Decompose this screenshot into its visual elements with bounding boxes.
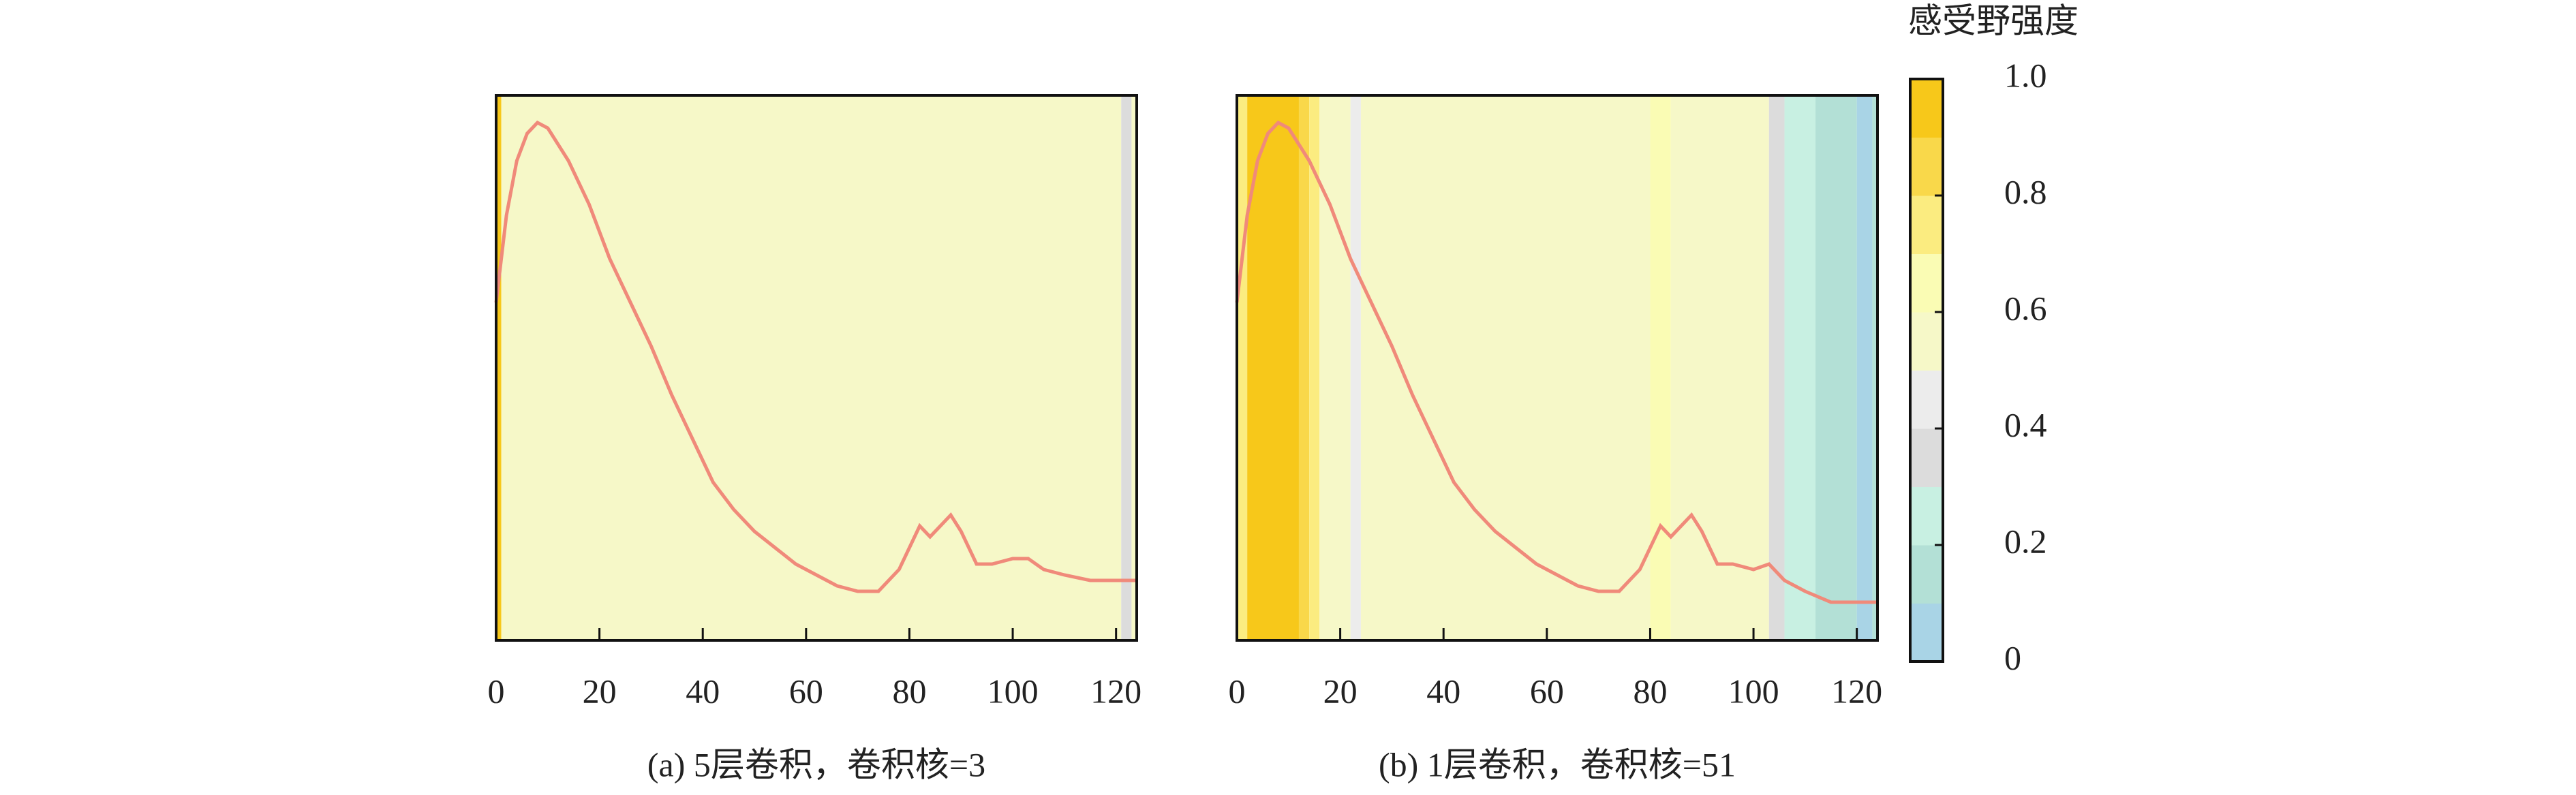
x-tick-label: 120 — [1831, 672, 1882, 710]
band — [1360, 95, 1651, 640]
colorbar-tick-label: 1.0 — [2004, 56, 2047, 94]
plot-frame — [1236, 94, 1879, 642]
caption: (b) 1层卷积，卷积核=51 — [1379, 745, 1736, 783]
colorbar-segment — [1910, 79, 1943, 138]
colorbar-frame — [1909, 78, 1944, 663]
band — [1247, 95, 1299, 640]
x-tick-label: 120 — [1090, 672, 1141, 710]
colorbar-tick-label: 0.2 — [2004, 522, 2047, 560]
x-tick-label: 0 — [1229, 672, 1246, 710]
x-tick-label: 100 — [987, 672, 1039, 710]
band — [501, 95, 1122, 640]
colorbar-tick-label: 0.4 — [2004, 405, 2047, 443]
x-tick-label: 80 — [1633, 672, 1667, 710]
caption: (a) 5层卷积，卷积核=3 — [647, 745, 985, 783]
band — [1237, 95, 1248, 640]
colorbar-tick-label: 0 — [2004, 638, 2021, 676]
band — [1768, 95, 1785, 640]
band — [1309, 95, 1320, 640]
x-tick-label: 80 — [892, 672, 926, 710]
colorbar-segment — [1910, 486, 1943, 546]
x-tick-label: 0 — [488, 672, 505, 710]
band — [1872, 95, 1877, 640]
x-tick-label: 40 — [1426, 672, 1460, 710]
colorbar-segment — [1910, 137, 1943, 196]
band — [1815, 95, 1857, 640]
x-tick-label: 20 — [583, 672, 617, 710]
band — [1319, 95, 1351, 640]
band — [1298, 95, 1310, 640]
band — [496, 95, 502, 640]
colorbar-segment — [1910, 370, 1943, 429]
x-tick-label: 100 — [1728, 672, 1779, 710]
colorbar-segment — [1910, 545, 1943, 604]
line — [494, 120, 1137, 593]
line — [1235, 120, 1877, 604]
plot-frame — [495, 94, 1138, 642]
x-tick-label: 40 — [686, 672, 720, 710]
band — [1350, 95, 1361, 640]
x-tick-label: 20 — [1323, 672, 1358, 710]
colorbar-segment — [1910, 312, 1943, 371]
band — [1856, 95, 1873, 640]
colorbar-tick-label: 0.6 — [2004, 289, 2047, 327]
colorbar-segment — [1910, 603, 1943, 662]
band — [1670, 95, 1769, 640]
band — [1121, 95, 1132, 640]
colorbar-segment — [1910, 428, 1943, 487]
x-tick-label: 60 — [1530, 672, 1564, 710]
x-tick-label: 60 — [789, 672, 823, 710]
colorbar-title: 感受野强度 — [1908, 1, 2079, 40]
band — [1784, 95, 1816, 640]
colorbar-segment — [1910, 253, 1943, 313]
band — [1650, 95, 1671, 640]
band — [1131, 95, 1137, 640]
colorbar-tick-label: 0.8 — [2004, 172, 2047, 211]
colorbar-segment — [1910, 196, 1943, 254]
